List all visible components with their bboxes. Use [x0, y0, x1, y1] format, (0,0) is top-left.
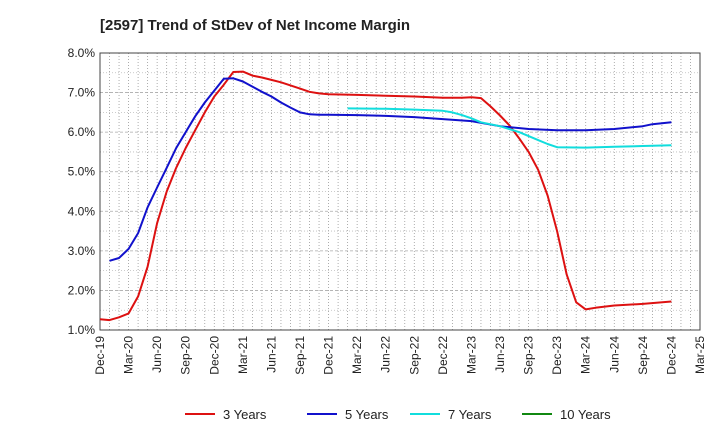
legend-label-4: 10 Years	[560, 407, 611, 422]
series-lines	[99, 70, 672, 322]
series-line-2	[109, 77, 672, 262]
x-tick-label: Sep-20	[179, 336, 193, 375]
x-tick-label: Mar-24	[579, 336, 593, 374]
x-tick-label: Sep-21	[293, 336, 307, 375]
plot-border	[99, 52, 701, 331]
x-axis-labels: Dec-19 Mar-20 Jun-20 Sep-20 Dec-20 Mar-21 Jun-…	[93, 336, 707, 375]
y-tick-label: 1.0%	[68, 323, 96, 337]
x-tick-label: Sep-23	[522, 336, 536, 375]
legend: 3 Years 5 Years 7 Years 10 Years	[185, 407, 611, 422]
x-tick-label: Mar-22	[350, 336, 364, 374]
y-tick-label: 8.0%	[68, 46, 96, 60]
y-tick-label: 7.0%	[68, 86, 96, 100]
x-tick-label: Dec-21	[322, 336, 336, 375]
x-tick-label: Dec-24	[664, 336, 678, 375]
y-axis-labels: 1.0% 2.0% 3.0% 4.0% 5.0% 6.0% 7.0% 8.0%	[68, 46, 96, 337]
series-line-3	[347, 107, 672, 149]
x-tick-label: Sep-24	[636, 336, 650, 375]
x-tick-label: Dec-22	[436, 336, 450, 375]
x-tick-label: Dec-20	[207, 336, 221, 375]
x-tick-label: Mar-25	[693, 336, 707, 374]
x-tick-label: Mar-21	[236, 336, 250, 374]
legend-label-2: 5 Years	[345, 407, 389, 422]
legend-label-1: 3 Years	[223, 407, 267, 422]
series-line-1	[99, 70, 672, 322]
x-tick-label: Jun-21	[264, 336, 278, 373]
y-tick-label: 2.0%	[68, 283, 96, 297]
legend-label-3: 7 Years	[448, 407, 492, 422]
x-tick-label: Mar-20	[122, 336, 136, 374]
y-tick-label: 4.0%	[68, 204, 96, 218]
x-tick-label: Jun-23	[493, 336, 507, 373]
x-tick-label: Mar-23	[464, 336, 478, 374]
x-tick-label: Dec-19	[93, 336, 107, 375]
x-tick-label: Dec-23	[550, 336, 564, 375]
y-tick-label: 5.0%	[68, 165, 96, 179]
x-tick-label: Jun-24	[607, 336, 621, 373]
y-tick-label: 3.0%	[68, 244, 96, 258]
x-tick-label: Sep-22	[407, 336, 421, 375]
plot-area	[99, 52, 701, 331]
x-tick-label: Jun-22	[379, 336, 393, 373]
chart-title: [2597] Trend of StDev of Net Income Marg…	[100, 17, 410, 34]
x-tick-label: Jun-20	[150, 336, 164, 373]
y-tick-label: 6.0%	[68, 125, 96, 139]
